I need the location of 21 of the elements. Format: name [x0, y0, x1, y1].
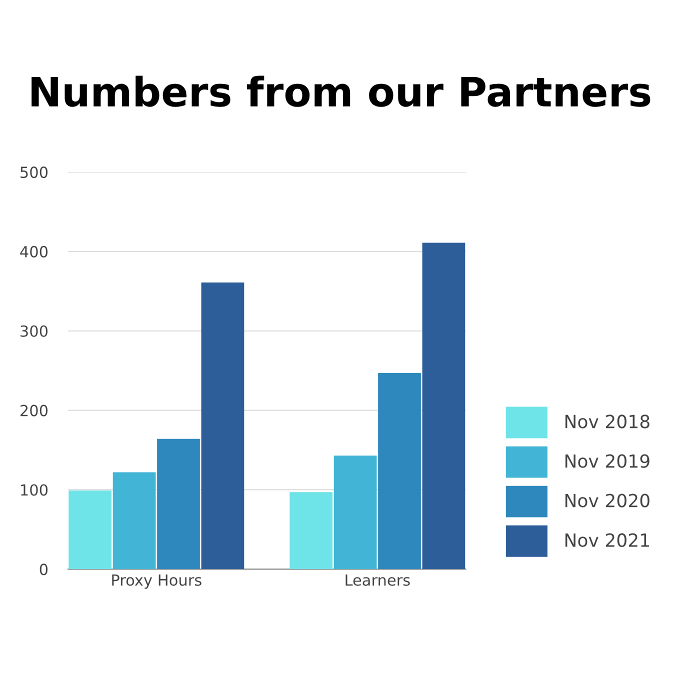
chart-title: Numbers from our Partners [32, 76, 650, 107]
bar [112, 472, 156, 570]
bar [334, 456, 377, 570]
bar [201, 282, 244, 570]
y-tick-label: 100 [21, 484, 48, 496]
bar [290, 492, 333, 570]
x-tick-label: Proxy Hours [112, 574, 202, 589]
y-tick-label: 500 [20, 166, 48, 178]
legend-label: Nov 2018 [565, 414, 650, 428]
bar [68, 490, 112, 570]
y-tick-label: 200 [20, 404, 48, 416]
legend-label: Nov 2020 [565, 494, 650, 508]
bar [422, 242, 466, 570]
legend-label: Nov 2019 [565, 454, 650, 468]
y-tick-label: 0 [40, 564, 48, 576]
x-tick-label: Learners [346, 574, 410, 586]
legend-label: Nov 2021 [565, 533, 649, 547]
bar [157, 438, 200, 570]
y-tick-label: 400 [20, 246, 48, 258]
bar [378, 372, 421, 570]
y-tick-label: 300 [20, 325, 48, 337]
